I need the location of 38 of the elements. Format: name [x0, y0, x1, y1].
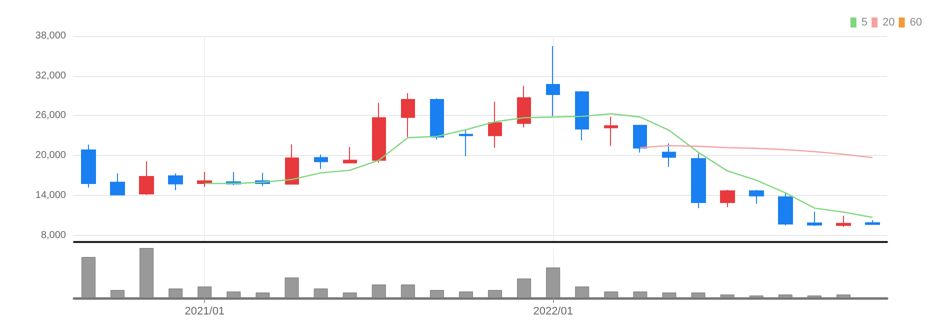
x-tick-label: 2021/01 [184, 306, 225, 318]
candlestick [575, 90, 589, 141]
candlestick [314, 154, 328, 170]
candlestick [662, 142, 676, 168]
y-tick-label: 8,000 [40, 230, 66, 241]
candlestick [807, 211, 822, 227]
candlestick [168, 173, 183, 191]
candlestick [720, 189, 735, 208]
candlestick [343, 146, 357, 164]
candlestick [372, 102, 386, 164]
candlestick [139, 160, 154, 196]
y-tick-label: 14,000 [35, 190, 66, 201]
line-series [640, 144, 874, 158]
y-tick-label: 20,000 [35, 150, 66, 162]
candlestick [517, 85, 531, 128]
candlestick [401, 92, 415, 138]
candlestick [488, 101, 502, 148]
candlestick [778, 192, 793, 226]
candlestick [604, 116, 618, 146]
candlestick [459, 129, 473, 157]
candlestick [110, 173, 125, 196]
candlestick [836, 215, 851, 228]
legend-label: 5 [861, 16, 868, 28]
candlestick [633, 124, 647, 154]
candlestick [865, 220, 880, 225]
candlestick [430, 98, 444, 140]
x-tick-label: 2022/01 [533, 306, 573, 318]
candlestick [197, 171, 212, 188]
line-series [204, 113, 874, 218]
legend-label: 60 [910, 16, 922, 28]
candlestick [749, 189, 764, 204]
legend-label: 20 [882, 16, 895, 28]
candlestick [691, 153, 706, 209]
candlestick [285, 144, 299, 185]
candlestick [81, 144, 96, 188]
y-tick-label: 26,000 [35, 110, 66, 122]
y-tick-label: 38,000 [35, 30, 66, 42]
y-tick-label: 32,000 [35, 70, 66, 82]
